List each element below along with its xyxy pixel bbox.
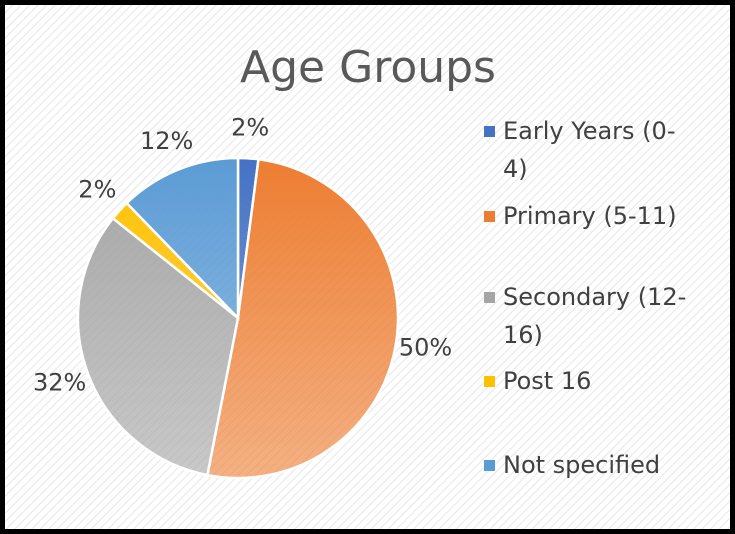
data-label: 2% [78, 175, 116, 203]
data-label: 50% [399, 333, 452, 361]
legend-item: Early Years (0-4) [484, 112, 699, 188]
legend-swatch [484, 126, 495, 137]
chart-title: Age Groups [240, 42, 496, 93]
legend-item: Not specified [484, 446, 699, 484]
legend-item: Primary (5-11) [484, 197, 699, 235]
data-label: 2% [231, 113, 269, 141]
pie-slice [76, 216, 240, 477]
legend-label: Not specified [503, 451, 661, 479]
data-label: 32% [33, 369, 86, 397]
data-label: 12% [140, 127, 193, 155]
pie-slice [205, 157, 400, 480]
legend-swatch [484, 460, 495, 471]
legend-item: Secondary (12-16) [484, 278, 699, 354]
legend-swatch [484, 292, 495, 303]
legend-label: Primary (5-11) [503, 202, 677, 230]
legend-swatch [484, 376, 495, 387]
legend-label: Post 16 [503, 367, 592, 395]
legend-label: Secondary (12-16) [503, 283, 687, 349]
legend-item: Post 16 [484, 362, 699, 400]
legend-label: Early Years (0-4) [503, 117, 676, 183]
legend-swatch [484, 211, 495, 222]
pie-slice [124, 156, 240, 322]
